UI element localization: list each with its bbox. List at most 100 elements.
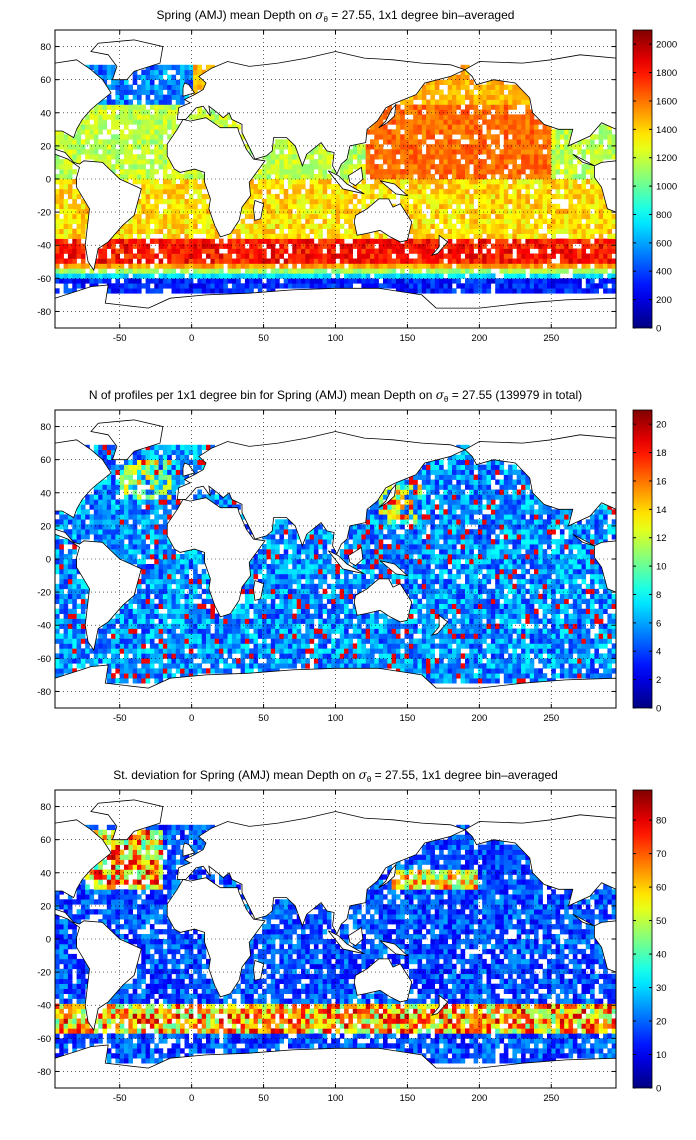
data-cell — [525, 233, 530, 239]
data-cell — [521, 288, 526, 294]
data-cell — [167, 668, 172, 674]
data-cell — [529, 273, 535, 279]
data-cell — [149, 149, 155, 155]
data-cell — [158, 514, 164, 520]
data-cell — [452, 208, 457, 215]
data-cell — [551, 179, 556, 185]
data-cell — [59, 524, 64, 530]
data-cell — [516, 154, 522, 160]
data-cell — [529, 243, 535, 249]
data-cell — [149, 74, 155, 80]
data-cell — [106, 678, 112, 684]
data-cell — [383, 149, 388, 155]
data-cell — [193, 208, 198, 215]
data-cell — [516, 203, 522, 210]
data-cell — [534, 174, 539, 180]
data-cell — [188, 608, 194, 614]
data-cell — [193, 213, 198, 220]
data-cell — [400, 159, 405, 165]
data-cell — [167, 573, 172, 580]
data-cell — [145, 288, 151, 294]
data-cell — [175, 623, 181, 629]
data-cell — [288, 238, 293, 244]
data-cell — [106, 524, 112, 530]
data-cell — [387, 154, 392, 160]
data-cell — [188, 169, 194, 175]
data-cell — [499, 228, 505, 234]
data-cell — [408, 109, 414, 115]
data-cell — [512, 129, 517, 135]
data-cell — [180, 633, 185, 639]
data-cell — [408, 238, 414, 244]
data-cell — [141, 104, 146, 110]
data-cell — [124, 253, 129, 259]
data-cell — [184, 668, 190, 674]
data-cell — [167, 489, 172, 495]
data-cell — [456, 79, 461, 85]
data-cell — [137, 159, 142, 165]
data-cell — [149, 578, 155, 585]
data-cell — [102, 643, 108, 649]
data-cell — [137, 218, 142, 224]
data-cell — [85, 588, 90, 595]
data-cell — [145, 149, 151, 155]
data-cell — [106, 104, 112, 110]
data-cell — [162, 524, 168, 530]
data-cell — [521, 243, 526, 249]
data-cell — [132, 228, 138, 234]
data-cell — [93, 109, 99, 115]
data-cell — [149, 84, 155, 90]
data-cell — [175, 184, 181, 190]
data-cell — [59, 159, 64, 165]
data-cell — [594, 208, 599, 215]
data-cell — [93, 524, 99, 530]
data-cell — [89, 504, 95, 510]
data-cell — [63, 514, 69, 520]
data-cell — [534, 139, 539, 145]
data-cell — [365, 203, 371, 210]
data-cell — [67, 564, 73, 570]
data-cell — [551, 273, 556, 279]
data-cell — [577, 258, 582, 264]
data-cell — [184, 613, 190, 619]
data-cell — [607, 149, 612, 155]
data-cell — [378, 258, 384, 264]
data-cell — [180, 69, 185, 75]
data-cell — [115, 154, 120, 160]
data-cell — [197, 278, 202, 284]
data-cell — [542, 184, 548, 190]
data-cell — [244, 263, 250, 269]
data-cell — [417, 193, 423, 200]
data-cell — [559, 149, 565, 155]
data-cell — [167, 99, 172, 105]
data-cell — [378, 149, 384, 155]
data-cell — [145, 233, 151, 239]
data-cell — [503, 263, 509, 269]
data-cell — [206, 268, 211, 274]
data-cell — [72, 283, 77, 289]
data-cell — [400, 139, 405, 145]
data-cell — [76, 283, 82, 289]
data-cell — [119, 273, 125, 279]
data-cell — [167, 628, 172, 634]
data-cell — [128, 598, 133, 604]
data-cell — [465, 104, 470, 110]
data-cell — [63, 188, 69, 195]
data-cell — [404, 283, 410, 289]
data-cell — [534, 283, 539, 289]
data-cell — [547, 179, 552, 185]
data-cell — [292, 283, 297, 289]
data-cell — [175, 658, 181, 664]
data-cell — [145, 198, 151, 205]
data-cell — [344, 253, 349, 259]
data-cell — [547, 278, 552, 284]
data-cell — [167, 559, 172, 565]
data-cell — [525, 184, 530, 190]
data-cell — [128, 648, 133, 654]
data-cell — [214, 288, 220, 294]
data-cell — [154, 208, 159, 215]
data-cell — [249, 248, 254, 254]
data-cell — [89, 283, 95, 289]
data-cell — [598, 248, 604, 254]
data-cell — [106, 164, 112, 170]
